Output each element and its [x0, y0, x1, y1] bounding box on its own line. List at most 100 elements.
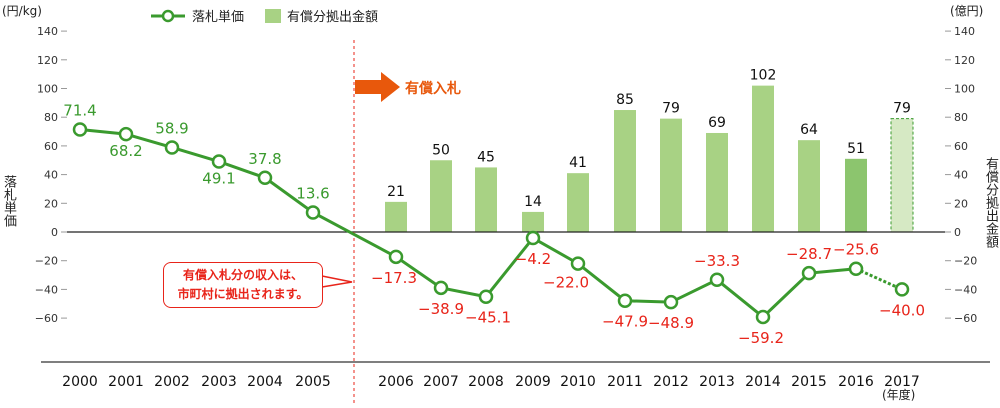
left-tick-label: 100	[37, 83, 58, 96]
bar-2017	[890, 118, 914, 233]
x-tick-label: 2006	[378, 374, 414, 390]
x-tick-label: 2001	[108, 374, 144, 390]
bar-2008	[475, 167, 497, 232]
price-point-2014	[755, 309, 771, 325]
bar-value-label: 14	[524, 194, 542, 210]
right-tick-label: 120	[954, 54, 975, 67]
bar-swatch-icon	[265, 8, 281, 23]
price-point-2007	[433, 280, 449, 296]
bar-2009	[522, 211, 544, 232]
paid-bidding-label: 有償入札	[405, 81, 461, 97]
price-point-2006	[388, 249, 404, 265]
x-tick-label: 2005	[295, 374, 331, 390]
price-point-2008	[478, 289, 494, 304]
price-point-2013	[709, 272, 725, 288]
bar-value-label: 64	[800, 122, 818, 138]
x-tick-label: 2013	[699, 374, 735, 390]
x-axis-unit: (年度)	[882, 388, 916, 402]
line-marker-icon	[151, 9, 185, 22]
bar-value-label: 102	[750, 68, 777, 84]
price-value-label: 13.6	[296, 184, 329, 202]
right-tick-label: −60	[954, 312, 977, 325]
price-value-label: −33.3	[694, 252, 740, 270]
arrow-right-icon	[355, 72, 400, 102]
price-value-label: −4.2	[515, 250, 551, 268]
x-tick-label: 2003	[201, 374, 237, 390]
right-tick-label: 20	[954, 197, 968, 210]
price-value-label: 58.9	[155, 119, 188, 137]
legend-line: 落札単価	[150, 6, 244, 25]
bar-value-label: 45	[477, 149, 495, 165]
right-tick-label: 100	[954, 83, 975, 96]
left-tick-label: 80	[44, 111, 58, 124]
price-value-label: 71.4	[63, 102, 96, 120]
bar-2011	[614, 110, 636, 232]
left-axis-unit: (円/kg)	[2, 4, 42, 18]
right-tick-label: −20	[954, 255, 977, 268]
bar-2014	[752, 85, 774, 232]
price-point-2005	[305, 205, 321, 220]
bar-value-label: 21	[387, 184, 405, 200]
left-tick-label: 120	[37, 54, 58, 67]
price-line-estimate	[855, 267, 903, 291]
x-tick-label: 2011	[607, 374, 643, 390]
right-axis-unit: (億円)	[950, 4, 984, 18]
right-axis-title-text: 有償分拠出金額	[983, 157, 998, 248]
bar-2013	[706, 132, 728, 232]
price-point-2004	[257, 170, 273, 186]
price-value-label: 37.8	[248, 150, 281, 168]
price-point-2017	[894, 282, 910, 297]
x-tick-label: 2012	[653, 374, 689, 390]
price-value-label: −17.3	[371, 269, 417, 287]
price-point-2012	[663, 294, 679, 310]
price-value-label: −40.0	[879, 301, 925, 319]
price-point-2011	[617, 293, 633, 308]
right-tick-label: 80	[954, 111, 968, 124]
legend-line-label: 落札単価	[192, 10, 245, 25]
x-tick-label: 2009	[515, 374, 551, 390]
callout-note: 有償入札分の収入は、 市町村に拠出されます。	[163, 262, 323, 308]
price-point-2009	[525, 230, 541, 246]
left-tick-label: 60	[44, 140, 58, 153]
price-point-2001	[118, 126, 134, 142]
price-point-2010	[570, 256, 586, 271]
left-tick-label: −20	[35, 255, 58, 268]
price-value-label: −45.1	[465, 309, 511, 327]
legend-bar: 有償分拠出金額	[265, 6, 378, 25]
bar-2007	[430, 160, 452, 232]
price-value-label: 68.2	[109, 142, 142, 160]
right-tick-label: 140	[954, 25, 975, 38]
price-value-label: −25.6	[833, 241, 879, 259]
price-value-label: −59.2	[738, 329, 784, 347]
right-tick-label: 40	[954, 169, 968, 182]
right-tick-label: −40	[954, 283, 977, 296]
price-value-label: −47.9	[602, 313, 648, 331]
bar-2010	[567, 173, 589, 232]
left-tick-label: 140	[37, 25, 58, 38]
x-tick-label: 2002	[154, 374, 190, 390]
legend-bar-label: 有償分拠出金額	[287, 10, 379, 25]
bar-value-label: 51	[847, 141, 865, 157]
right-axis-title: 有償分拠出金額	[983, 157, 998, 252]
bar-value-label: 41	[569, 155, 587, 171]
bar-value-label: 79	[893, 101, 911, 117]
x-tick-label: 2016	[838, 374, 874, 390]
price-value-label: −28.7	[786, 245, 832, 263]
x-tick-label: 2000	[62, 374, 98, 390]
x-tick-label: 2015	[791, 374, 827, 390]
price-point-2000	[72, 122, 88, 137]
bar-value-label: 79	[662, 101, 680, 117]
bar-value-label: 85	[616, 92, 634, 108]
bar-2016	[845, 158, 867, 232]
x-tick-label: 2007	[423, 374, 459, 390]
callout-tail	[321, 275, 353, 288]
price-point-2003	[211, 154, 227, 169]
price-value-label: −48.9	[648, 314, 694, 332]
price-point-2015	[801, 265, 817, 281]
left-tick-label: 40	[44, 169, 58, 182]
price-value-label: −38.9	[418, 300, 464, 318]
right-tick-label: 0	[954, 226, 961, 239]
right-tick-label: 60	[954, 140, 968, 153]
